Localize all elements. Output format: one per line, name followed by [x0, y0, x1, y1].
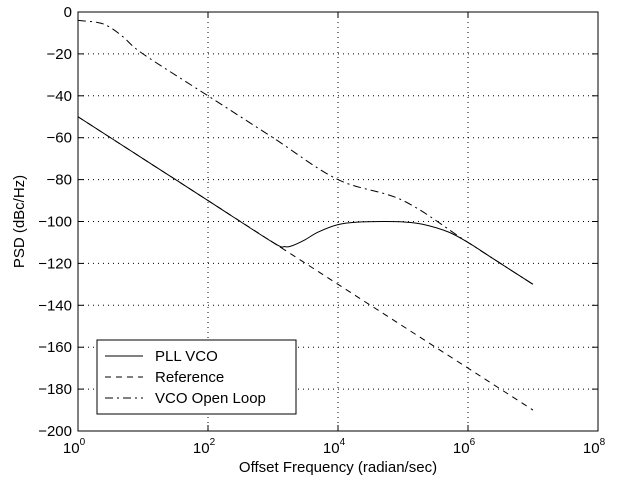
- legend-label: VCO Open Loop: [155, 390, 266, 407]
- y-tick-label: −20: [47, 46, 72, 63]
- y-tick-label: −160: [38, 339, 72, 356]
- x-tick-label: 102: [193, 437, 216, 457]
- axis-ticks: [77, 11, 599, 432]
- legend: PLL VCO Reference VCO Open Loop: [96, 339, 297, 415]
- y-tick-label: −200: [38, 423, 72, 440]
- y-tick-label: −180: [38, 381, 72, 398]
- x-tick-label: 100: [63, 437, 86, 457]
- y-axis-label: PSD (dBc/Hz): [11, 175, 28, 268]
- y-tick-label: −40: [47, 88, 72, 105]
- y-tick-labels: 0 −20 −40 −60 −80 −100 −120 −140 −160 −180 −200: [38, 4, 72, 440]
- series-lines: [77, 19, 534, 411]
- y-tick-label: 0: [64, 4, 72, 21]
- y-tick-label: −100: [38, 214, 72, 231]
- legend-label: Reference: [155, 369, 224, 386]
- y-tick-label: −120: [38, 255, 72, 272]
- series-line-reference: [77, 116, 534, 411]
- legend-label: PLL VCO: [155, 348, 218, 365]
- x-tick-label: 108: [583, 437, 606, 457]
- x-tick-label: 104: [323, 437, 346, 457]
- y-tick-label: −60: [47, 130, 72, 147]
- x-tick-labels: 100 102 104 106 108: [63, 437, 606, 457]
- y-tick-label: −140: [38, 297, 72, 314]
- x-axis-label: Offset Frequency (radian/sec): [239, 459, 437, 476]
- y-tick-label: −80: [47, 172, 72, 189]
- x-tick-label: 106: [453, 437, 476, 457]
